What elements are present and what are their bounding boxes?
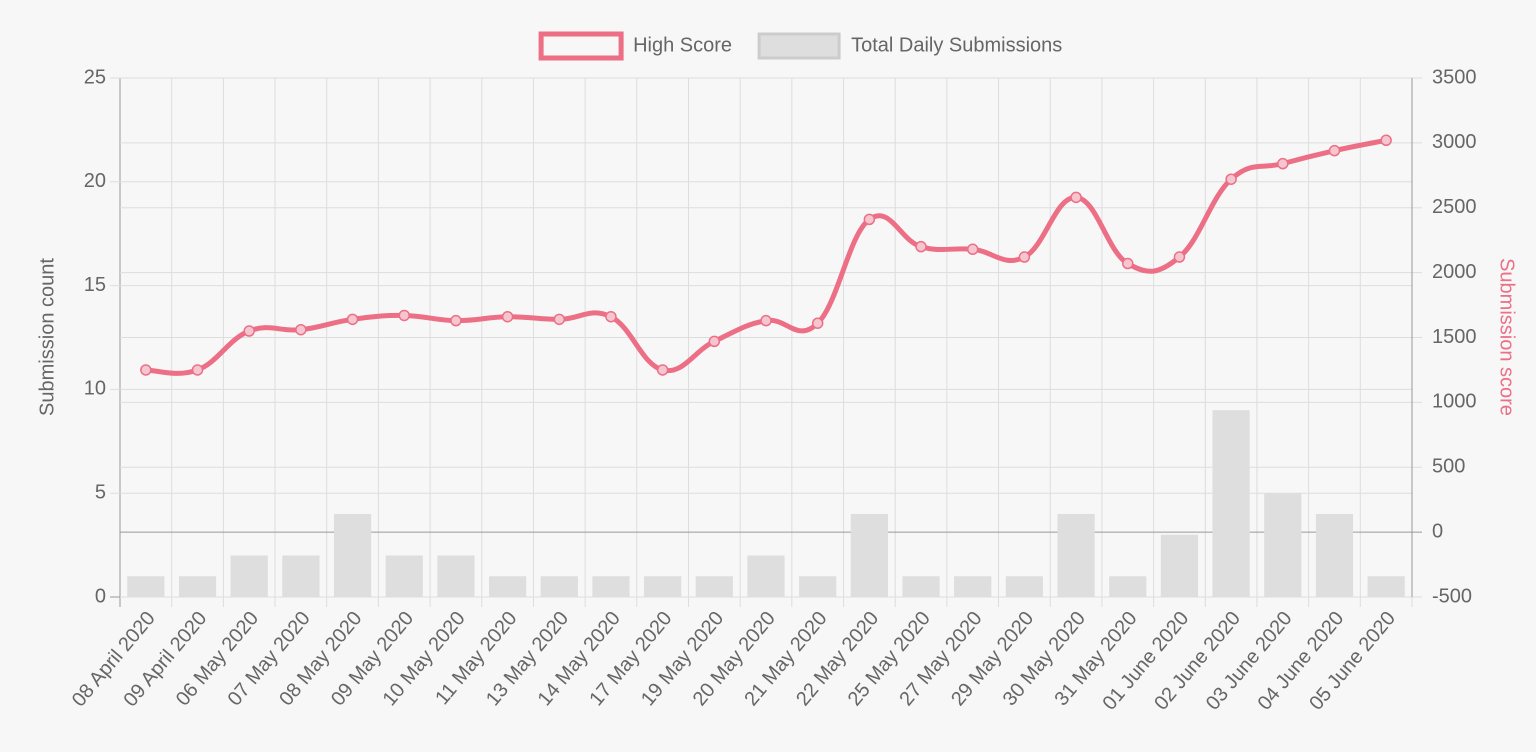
point: [191, 364, 204, 376]
y-tick-label: 0: [95, 585, 106, 607]
point: [1070, 191, 1082, 204]
point: [656, 364, 669, 376]
y2-tick-label: 2500: [1432, 196, 1477, 218]
bar: [1367, 576, 1405, 597]
point: [1225, 173, 1237, 185]
bar: [178, 576, 217, 597]
bar: [592, 576, 630, 597]
line: [145, 137, 1387, 376]
bar: [695, 576, 733, 597]
bar: [437, 555, 475, 597]
point: [1122, 257, 1134, 270]
point: [398, 309, 410, 322]
y2-tick-label: 500: [1432, 456, 1465, 478]
point: [966, 243, 979, 256]
legend-swatch: [757, 32, 841, 60]
bar: [282, 555, 320, 597]
y2-tick-label: 3000: [1432, 131, 1477, 153]
bar: [540, 576, 578, 597]
bar: [230, 555, 268, 597]
point: [450, 314, 462, 327]
point: [243, 325, 255, 337]
legend-swatch: [538, 31, 624, 61]
bar: [1212, 410, 1250, 597]
y2-tick-label: 2000: [1432, 261, 1477, 283]
bar: [850, 513, 888, 597]
point: [295, 323, 307, 336]
bar: [127, 576, 165, 597]
point: [140, 364, 152, 376]
bar: [902, 576, 940, 597]
bar: [385, 555, 423, 597]
point: [1380, 134, 1392, 147]
bar: [747, 555, 785, 597]
y2-tick-label: 1500: [1432, 326, 1477, 348]
bar: [644, 576, 682, 597]
bar: [1264, 493, 1302, 597]
y-tick-label: 20: [84, 170, 106, 192]
point: [1173, 251, 1186, 263]
y-tick-label: 5: [95, 481, 106, 503]
point: [1018, 251, 1031, 263]
y2-tick-label: 1000: [1432, 391, 1477, 413]
bar: [1005, 576, 1044, 597]
bar: [1160, 534, 1199, 597]
point: [760, 314, 772, 327]
bar: [799, 576, 837, 597]
point: [1328, 144, 1341, 157]
point: [863, 213, 876, 226]
bar: [1315, 513, 1354, 597]
point: [708, 335, 721, 348]
point: [915, 240, 927, 253]
bar: [333, 513, 372, 597]
point: [553, 313, 566, 326]
y2-axis-title: Submission score: [1496, 258, 1518, 416]
y-axis-title: Submission count: [36, 258, 58, 416]
y2-tick-label: 3500: [1432, 66, 1477, 88]
y2-tick-label: -500: [1432, 585, 1472, 607]
point: [1277, 157, 1289, 170]
y-tick-label: 10: [84, 378, 106, 400]
bar: [954, 576, 992, 597]
legend-label: Total Daily Submissions: [851, 34, 1062, 56]
point: [605, 310, 617, 323]
bar: [1109, 576, 1147, 597]
y2-tick-label: 0: [1432, 520, 1443, 542]
point: [346, 313, 359, 326]
bar: [1057, 513, 1095, 597]
point: [501, 310, 514, 323]
bar: [488, 576, 527, 597]
y-tick-label: 25: [84, 66, 106, 88]
y-tick-label: 15: [84, 274, 106, 296]
point: [811, 317, 824, 329]
legend-label: High Score: [633, 34, 732, 56]
